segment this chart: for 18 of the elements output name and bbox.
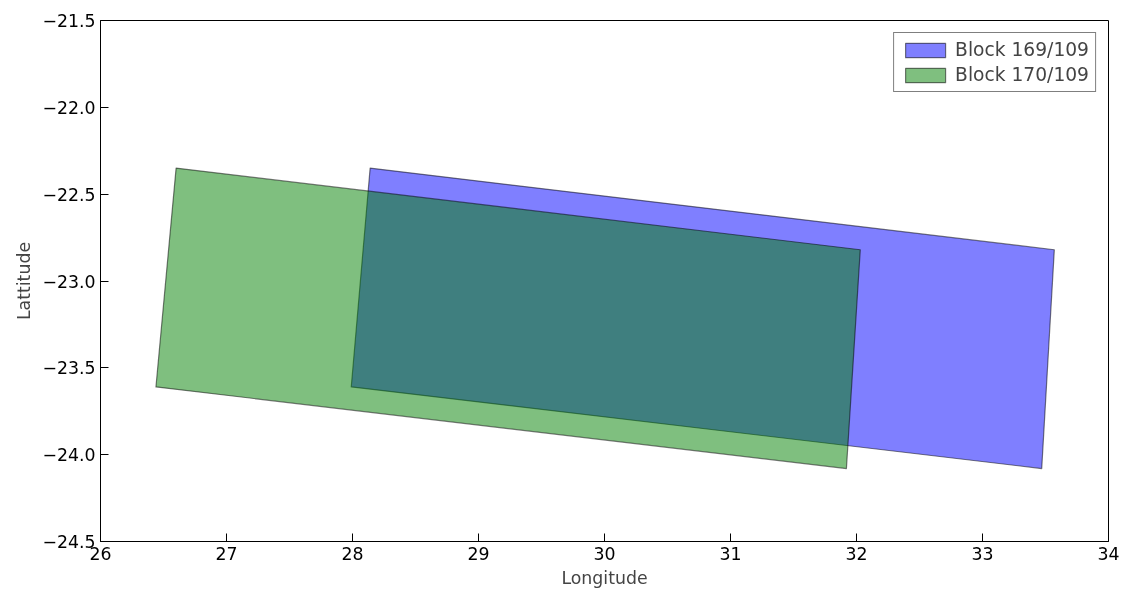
x-tick-label: 31 xyxy=(719,543,742,564)
y-tick-label: −23.0 xyxy=(42,271,96,292)
x-tick-label: 32 xyxy=(845,543,868,564)
x-tick-label: 27 xyxy=(215,543,238,564)
legend-label: Block 169/109 xyxy=(955,39,1089,60)
x-tick-label: 28 xyxy=(341,543,364,564)
y-tick-label: −22.0 xyxy=(42,97,96,118)
x-axis-title: Longitude xyxy=(561,567,648,588)
y-tick-label: −23.5 xyxy=(42,358,96,379)
x-tick-label: 30 xyxy=(593,543,616,564)
x-tick-label: 34 xyxy=(1097,543,1120,564)
y-axis-title: Lattitude xyxy=(14,241,35,321)
y-tick-label: −24.0 xyxy=(42,445,96,466)
legend-label: Block 170/109 xyxy=(955,64,1089,85)
y-tick-label: −22.5 xyxy=(42,184,96,205)
x-tick-label: 29 xyxy=(467,543,490,564)
y-tick-label: −21.5 xyxy=(42,11,96,31)
x-tick-label: 33 xyxy=(971,543,994,564)
